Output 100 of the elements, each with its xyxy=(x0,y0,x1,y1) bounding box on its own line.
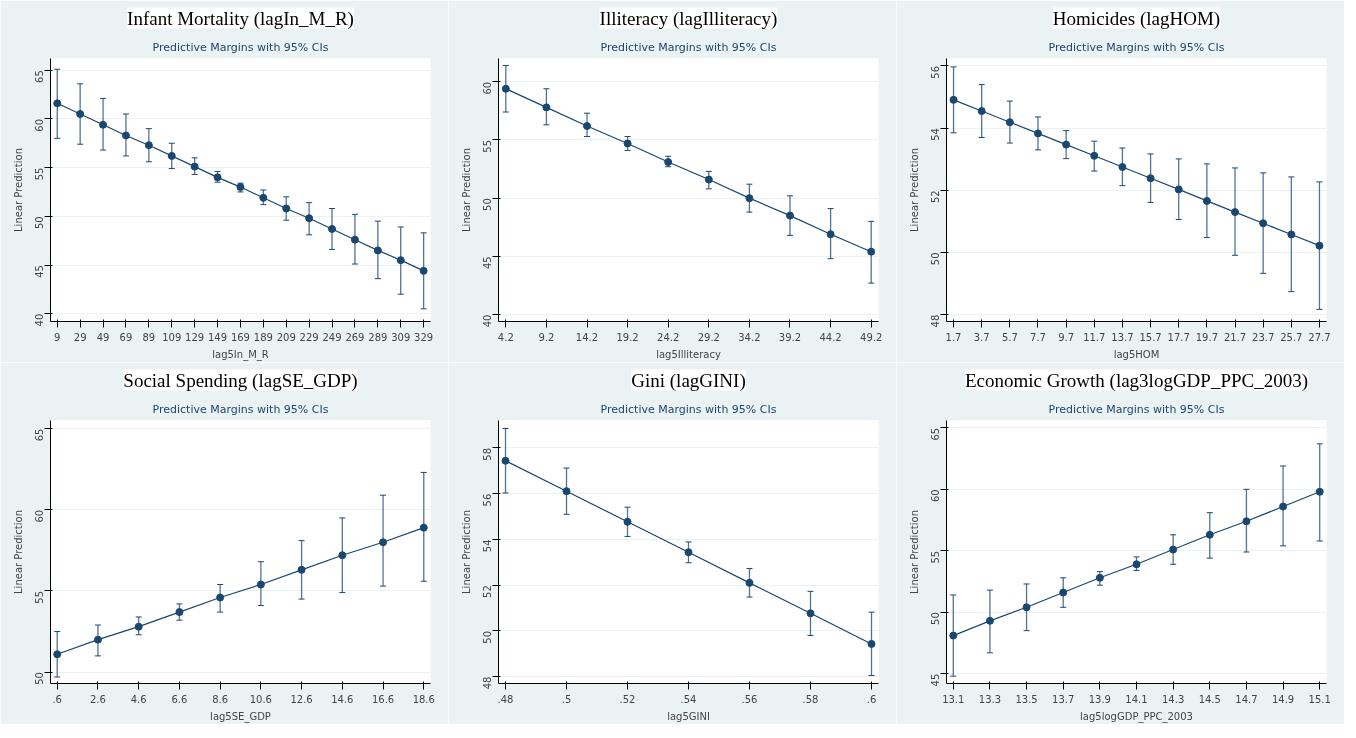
chart-subtitle: Predictive Margins with 95% CIs xyxy=(1048,402,1225,416)
x-tick-label: 18.6 xyxy=(412,693,435,705)
x-tick-label: 7.7 xyxy=(1030,331,1046,343)
x-tick-label: 29 xyxy=(73,331,87,343)
x-tick-label: 49.2 xyxy=(860,331,883,343)
x-tick-label: .52 xyxy=(619,693,636,705)
x-tick-label: 149 xyxy=(208,331,228,343)
x-tick-label: 129 xyxy=(185,331,205,343)
y-tick-label: 50 xyxy=(34,672,46,685)
x-tick-label: 39.2 xyxy=(778,331,802,343)
y-axis-title: Linear Prediction xyxy=(460,148,472,232)
x-tick-label: 13.5 xyxy=(1015,693,1038,705)
y-tick-label: 50 xyxy=(482,630,494,644)
y-tick-label: 60 xyxy=(930,489,942,503)
x-tick-label: 14.9 xyxy=(1271,693,1295,705)
x-tick-label: 209 xyxy=(276,331,296,343)
x-tick-label: 89 xyxy=(142,331,156,343)
x-tick-label: 309 xyxy=(391,331,411,343)
chart-subtitle: Predictive Margins with 95% CIs xyxy=(152,402,329,416)
x-tick-label: 3.7 xyxy=(973,331,990,343)
y-tick-label: 48 xyxy=(930,314,942,328)
x-tick-label: 10.6 xyxy=(249,693,272,705)
x-tick-label: 13.9 xyxy=(1088,693,1111,705)
chart-title: Homicides (lagHOM) xyxy=(1052,7,1221,30)
y-tick-label: 55 xyxy=(930,550,942,564)
x-tick-label: 289 xyxy=(368,331,388,343)
x-axis-title: lag5logGDP_PPC_2003 xyxy=(1080,710,1193,723)
y-axis-title: Linear Prediction xyxy=(12,148,24,232)
x-tick-label: 169 xyxy=(230,331,250,343)
x-tick-label: 13.3 xyxy=(978,693,1002,705)
y-tick-label: 52 xyxy=(482,585,494,598)
chart-subtitle: Predictive Margins with 95% CIs xyxy=(600,402,777,416)
y-tick-label: 60 xyxy=(482,81,494,95)
y-tick-label: 60 xyxy=(34,509,46,523)
x-tick-label: 14.3 xyxy=(1162,693,1185,705)
x-tick-label: 19.2 xyxy=(616,331,639,343)
y-tick-label: 40 xyxy=(482,314,494,328)
chart-title: Infant Mortality (lagIn_M_R) xyxy=(127,7,354,30)
y-tick-label: 45 xyxy=(34,264,46,278)
y-tick-label: 48 xyxy=(482,676,494,690)
chart-title: Social Spending (lagSE_GDP) xyxy=(123,369,358,392)
x-tick-label: 8.6 xyxy=(212,693,229,705)
x-axis-title: lag5GINI xyxy=(667,710,710,722)
x-tick-label: 21.7 xyxy=(1223,331,1247,343)
y-tick-label: 60 xyxy=(34,118,46,132)
x-tick-label: 329 xyxy=(414,331,434,343)
x-tick-label: .58 xyxy=(802,693,819,705)
x-tick-label: 15.7 xyxy=(1139,331,1162,343)
x-tick-label: 229 xyxy=(299,331,319,343)
chart-subtitle: Predictive Margins with 95% CIs xyxy=(1048,40,1225,54)
x-tick-label: .54 xyxy=(680,693,697,705)
y-tick-label: 45 xyxy=(482,256,494,270)
chart-title: Illiteracy (lagIlliteracy) xyxy=(599,7,778,30)
y-axis-title: Linear Prediction xyxy=(908,148,920,232)
x-tick-label: 9.2 xyxy=(538,331,555,343)
x-tick-label: 24.2 xyxy=(657,331,680,343)
y-tick-label: 54 xyxy=(482,539,494,553)
x-tick-label: 4.2 xyxy=(497,331,514,343)
x-axis-title: lag5In_M_R xyxy=(212,348,269,361)
y-tick-label: 40 xyxy=(34,313,46,327)
x-tick-label: .48 xyxy=(497,693,514,705)
x-tick-label: 29.2 xyxy=(697,331,720,343)
x-tick-label: 249 xyxy=(322,331,342,343)
x-tick-label: 13.1 xyxy=(942,693,965,705)
x-tick-label: 12.6 xyxy=(290,693,313,705)
x-tick-label: 9.7 xyxy=(1058,331,1075,343)
y-axis-title: Linear Prediction xyxy=(460,510,472,594)
x-axis-title: lag5Illiteracy xyxy=(656,348,721,360)
x-tick-label: 16.6 xyxy=(371,693,395,705)
x-tick-label: 189 xyxy=(253,331,273,343)
y-tick-label: 55 xyxy=(34,590,46,604)
x-tick-label: 69 xyxy=(119,331,133,343)
x-tick-label: .6 xyxy=(52,693,62,705)
x-axis-title: lag5HOM xyxy=(1113,348,1160,360)
x-tick-label: 1.7 xyxy=(945,331,962,343)
x-tick-label: 34.2 xyxy=(738,331,761,343)
x-tick-label: 23.7 xyxy=(1252,331,1275,343)
x-tick-label: 2.6 xyxy=(90,693,106,705)
x-axis-title: lag5SE_GDP xyxy=(210,710,271,723)
x-tick-label: 14.5 xyxy=(1198,693,1221,705)
y-tick-label: 45 xyxy=(930,673,942,687)
y-tick-label: 50 xyxy=(930,252,942,266)
y-tick-label: 56 xyxy=(482,493,494,507)
x-tick-label: 109 xyxy=(162,331,182,343)
chart-subtitle: Predictive Margins with 95% CIs xyxy=(152,40,329,54)
chart-title: Economic Growth (lag3logGDP_PPC_2003) xyxy=(964,369,1309,392)
x-tick-label: 49 xyxy=(96,331,110,343)
x-tick-label: .6 xyxy=(866,693,877,705)
x-tick-label: 14.2 xyxy=(575,331,599,343)
x-tick-label: 27.7 xyxy=(1308,331,1331,343)
x-tick-label: 25.7 xyxy=(1280,331,1303,343)
y-tick-label: 55 xyxy=(482,139,494,153)
y-axis-title: Linear Prediction xyxy=(908,510,920,594)
y-tick-label: 52 xyxy=(930,190,942,204)
x-tick-label: 14.7 xyxy=(1235,693,1258,705)
y-tick-label: 65 xyxy=(34,428,46,442)
y-tick-label: 65 xyxy=(34,70,46,83)
x-tick-label: 6.6 xyxy=(171,693,188,705)
x-tick-label: .5 xyxy=(561,693,572,705)
x-tick-label: 44.2 xyxy=(819,331,842,343)
